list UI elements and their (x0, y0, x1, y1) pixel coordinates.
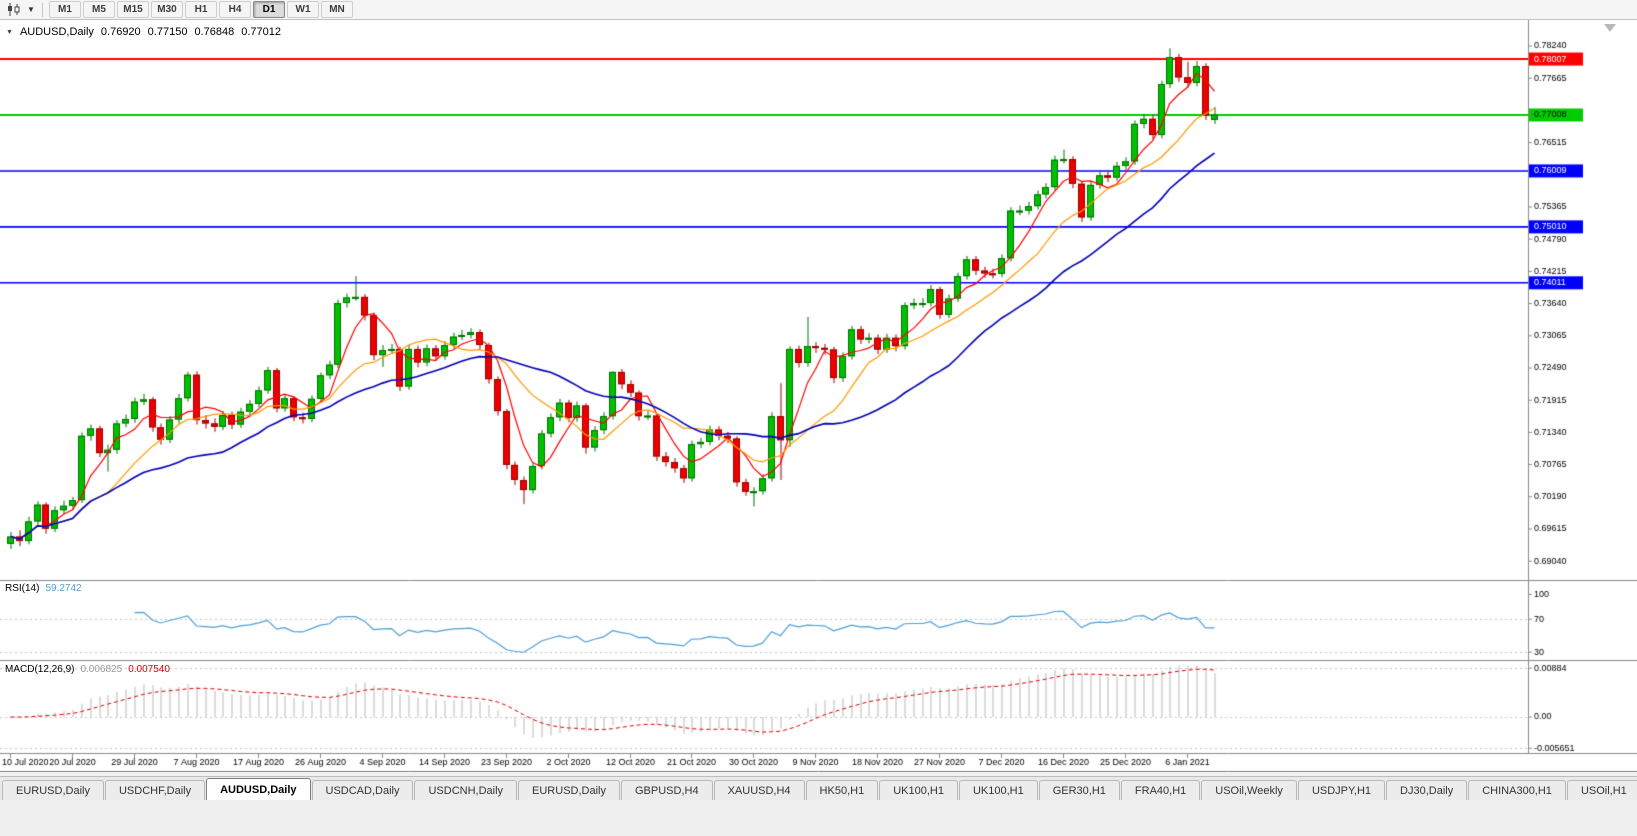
chart-tab-0[interactable]: EURUSD,Daily (2, 780, 104, 800)
timeframe-button-M15[interactable]: M15 (117, 1, 149, 18)
chart-tab-bar: EURUSD,Daily USDCHF,Daily AUDUSD,Daily USDC… (0, 776, 1637, 800)
status-strip (0, 800, 1637, 836)
macd-name: MACD(12,26,9) (5, 664, 75, 675)
chart-tab-8[interactable]: HK50,H1 (805, 780, 879, 800)
chart-tab-10[interactable]: UK100,H1 (958, 780, 1038, 800)
candlestick-chart-icon[interactable] (3, 1, 25, 19)
chart-tab-11[interactable]: GER30,H1 (1038, 780, 1120, 800)
ohlc-open: 0.76920 (100, 26, 141, 38)
price-chart-canvas[interactable] (0, 20, 1637, 772)
chart-tab-4[interactable]: USDCNH,Daily (414, 780, 518, 800)
chart-area: ▼ AUDUSD,Daily 0.76920 0.77150 0.76848 0… (0, 20, 1637, 772)
chart-tab-16[interactable]: CHINA300,H1 (1468, 780, 1566, 800)
chart-tab-15[interactable]: DJ30,Daily (1386, 780, 1468, 800)
macd-main-value: 0.006825 (80, 664, 123, 675)
timeframe-buttons: M1 M5 M15 M30 H1 H4 D1 W1 MN (48, 1, 354, 18)
chart-tab-3[interactable]: USDCAD,Daily (311, 780, 414, 800)
caret-down-icon[interactable]: ▼ (27, 5, 35, 14)
timeframe-button-W1[interactable]: W1 (287, 1, 319, 18)
chart-symbol-period: AUDUSD,Daily (19, 26, 94, 38)
ohlc-high: 0.77150 (147, 26, 188, 38)
collapse-triangle-icon[interactable]: ▼ (6, 28, 13, 36)
chart-tab-6[interactable]: GBPUSD,H4 (621, 780, 713, 800)
rsi-value: 59.2742 (45, 583, 82, 594)
chart-tab-12[interactable]: FRA40,H1 (1120, 780, 1201, 800)
chart-shift-marker[interactable] (1604, 24, 1616, 32)
chart-tab-17[interactable]: USOil,H1 (1566, 780, 1637, 800)
ohlc-low: 0.76848 (194, 26, 235, 38)
chart-tab-7[interactable]: XAUUSD,H4 (713, 780, 805, 800)
rsi-name: RSI(14) (5, 583, 40, 594)
timeframe-button-M30[interactable]: M30 (151, 1, 183, 18)
chart-tab-14[interactable]: USDJPY,H1 (1297, 780, 1386, 800)
chart-tab-9[interactable]: UK100,H1 (879, 780, 958, 800)
timeframe-button-M1[interactable]: M1 (49, 1, 81, 18)
macd-signal-value: 0.007540 (128, 664, 170, 675)
timeframe-button-MN[interactable]: MN (321, 1, 353, 18)
ohlc-close: 0.77012 (241, 26, 281, 38)
chart-title: ▼ AUDUSD,Daily 0.76920 0.77150 0.76848 0… (6, 26, 281, 38)
chart-tab-13[interactable]: USOil,Weekly (1201, 780, 1297, 800)
timeframe-button-H4[interactable]: H4 (219, 1, 251, 18)
chart-tab-1[interactable]: USDCHF,Daily (104, 780, 206, 800)
chart-tab-2[interactable]: AUDUSD,Daily (206, 778, 311, 800)
toolbar: ▼ M1 M5 M15 M30 H1 H4 D1 W1 MN (0, 0, 1637, 20)
toolbar-separator (42, 2, 43, 17)
rsi-indicator-label: RSI(14) 59.2742 (5, 583, 82, 594)
timeframe-button-H1[interactable]: H1 (185, 1, 217, 18)
chart-tab-5[interactable]: EURUSD,Daily (518, 780, 620, 800)
timeframe-button-D1[interactable]: D1 (253, 1, 285, 18)
macd-indicator-label: MACD(12,26,9) 0.006825 0.007540 (5, 664, 170, 675)
timeframe-button-M5[interactable]: M5 (83, 1, 115, 18)
